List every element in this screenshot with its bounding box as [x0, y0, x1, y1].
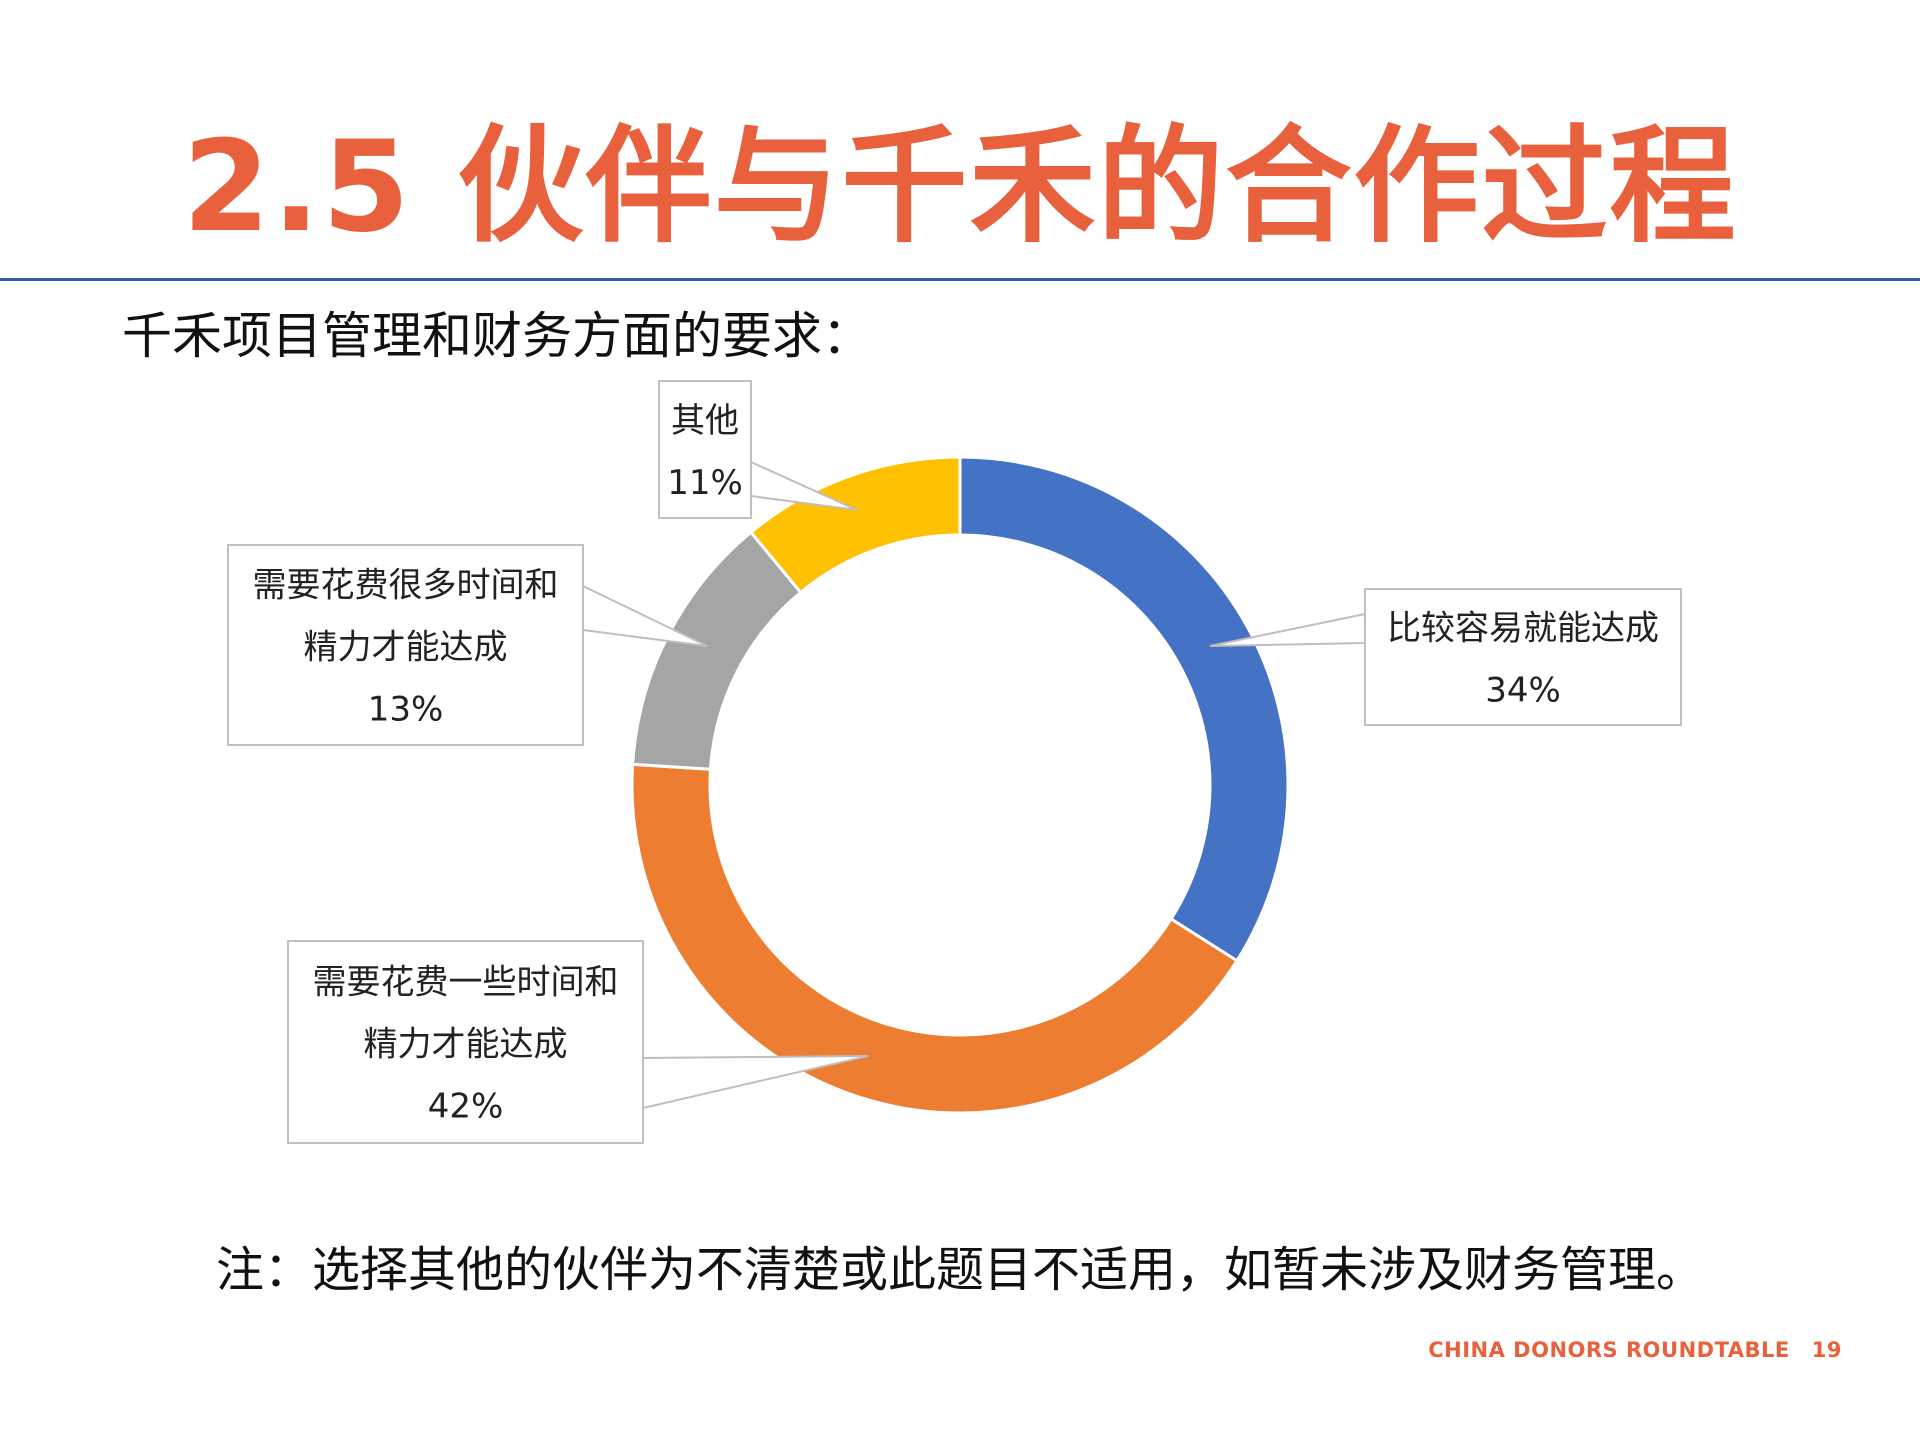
slice-category-label: 比较容易就能达成	[1387, 609, 1659, 649]
donut-slice-3	[631, 530, 803, 771]
label-box-2	[287, 940, 644, 1144]
slide-title: 2.5 伙伴与千禾的合作过程	[182, 113, 1738, 260]
section-heading: 千禾项目管理和财务方面的要求：	[122, 307, 872, 365]
slice-percent-label: 42%	[428, 1087, 504, 1127]
label-box-1	[1364, 588, 1682, 726]
title-divider	[0, 278, 1920, 281]
label-box-4	[658, 380, 752, 519]
donut-slice-1	[958, 455, 1290, 963]
footnote: 注：选择其他的伙伴为不清楚或此题目不适用，如暂未涉及财务管理。	[215, 1242, 1704, 1298]
slice-percent-label: 34%	[1485, 671, 1561, 711]
donut-labels: 比较容易就能达成34%需要花费一些时间和精力才能达成42%需要花费很多时间和精力…	[227, 380, 1682, 1144]
data-label-1: 比较容易就能达成 34%	[1209, 588, 1682, 726]
slice-category-label: 其他	[671, 401, 739, 441]
slice-category-label: 精力才能达成	[304, 628, 508, 668]
slice-category-label: 精力才能达成	[364, 1025, 568, 1065]
slice-percent-label: 11%	[667, 463, 743, 503]
page-number: 19	[1811, 1338, 1842, 1362]
footer: CHINA DONORS ROUNDTABLE 19	[1428, 1336, 1842, 1364]
slice-category-label: 需要花费一些时间和	[313, 963, 619, 1003]
data-label-4: 其他 11%	[658, 380, 858, 519]
donut-slice-2	[630, 762, 1240, 1115]
label-box-3	[227, 544, 584, 746]
slice-category-label: 需要花费很多时间和	[253, 566, 559, 606]
donut-slices	[630, 455, 1290, 1115]
footer-org: CHINA DONORS ROUNDTABLE	[1428, 1338, 1790, 1362]
slice-percent-label: 13%	[368, 690, 444, 730]
